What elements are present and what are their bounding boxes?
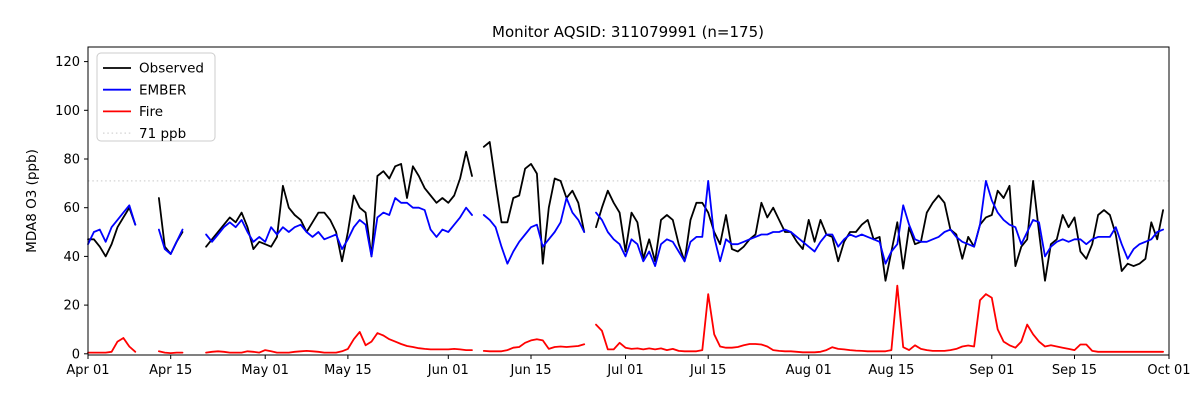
y-tick-label: 0 — [72, 347, 80, 362]
series-line-ember — [87, 180, 1164, 267]
y-tick-label: 80 — [63, 153, 80, 168]
x-tick-label: Jun 15 — [510, 363, 552, 378]
y-tick-label: 20 — [63, 299, 80, 314]
series-group — [87, 141, 1164, 354]
y-tick-label: 60 — [63, 201, 80, 216]
legend-box — [96, 52, 216, 142]
x-tick-label: Sep 01 — [969, 363, 1014, 378]
x-tick-label: Jul 01 — [606, 363, 643, 378]
legend-label: EMBER — [139, 82, 186, 98]
x-tick-label: Aug 01 — [786, 363, 832, 378]
x-tick-label: Apr 01 — [66, 363, 109, 378]
x-tick-label: May 01 — [241, 363, 289, 378]
y-axis-label: MDA8 O3 (ppb) — [24, 149, 40, 253]
series-line-observed — [87, 141, 1164, 282]
x-tick-label: May 15 — [324, 363, 372, 378]
y-tick-label: 100 — [55, 104, 80, 119]
axes-group — [87, 46, 1170, 356]
y-tick-label: 120 — [55, 55, 80, 70]
ticks-group: Apr 01 Apr 15 May 01 May 15 Jun 01 Jun 15 Jul … — [55, 55, 1190, 378]
x-tick-label: Apr 15 — [149, 363, 192, 378]
x-tick-label: Sep 15 — [1052, 363, 1097, 378]
chart-title: Monitor AQSID: 311079991 (n=175) — [492, 23, 764, 41]
y-tick-label: 40 — [63, 250, 80, 265]
legend-label: Fire — [139, 104, 163, 120]
x-tick-label: Jun 01 — [427, 363, 469, 378]
legend-group: Observed EMBER Fire 71 ppb — [96, 52, 216, 142]
x-tick-label: Aug 15 — [868, 363, 914, 378]
legend-label: 71 ppb — [139, 126, 186, 142]
x-tick-label: Oct 01 — [1147, 363, 1190, 378]
axes-frame — [87, 46, 1170, 356]
legend-label: Observed — [139, 61, 204, 77]
series-line-fire — [87, 284, 1164, 354]
x-tick-label: Jul 15 — [689, 363, 726, 378]
